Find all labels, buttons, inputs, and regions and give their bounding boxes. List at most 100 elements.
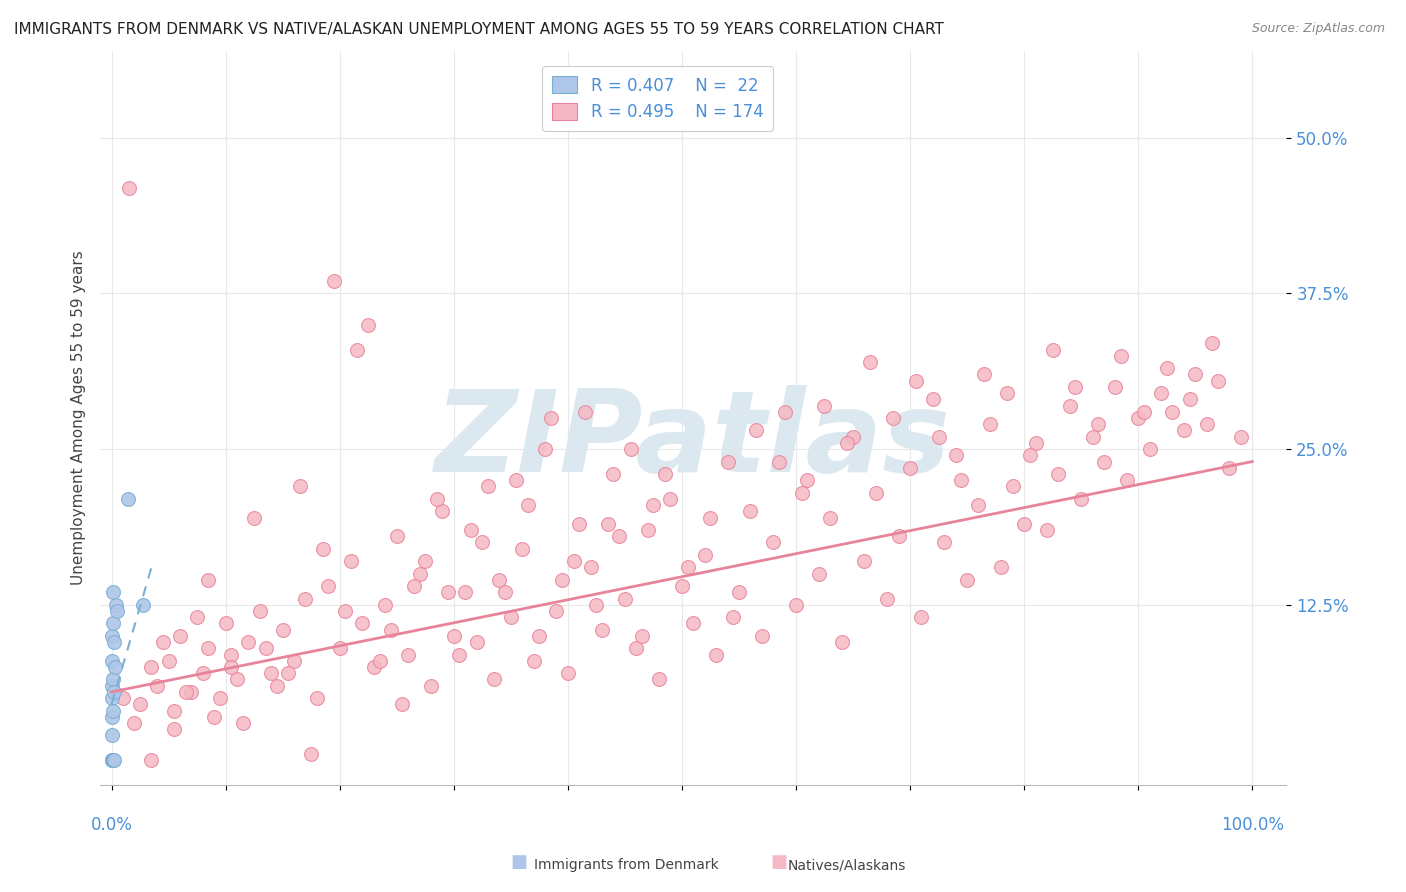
Point bbox=[1218, 460, 1240, 475]
Point bbox=[831, 635, 853, 649]
Point bbox=[432, 504, 454, 518]
Point bbox=[956, 573, 979, 587]
Text: IMMIGRANTS FROM DENMARK VS NATIVE/ALASKAN UNEMPLOYMENT AMONG AGES 55 TO 59 YEARS: IMMIGRANTS FROM DENMARK VS NATIVE/ALASKA… bbox=[14, 22, 943, 37]
Point bbox=[266, 679, 288, 693]
Text: Natives/Alaskans: Natives/Alaskans bbox=[787, 858, 905, 872]
Point bbox=[477, 479, 499, 493]
Point bbox=[716, 454, 738, 468]
Point bbox=[100, 729, 122, 743]
Point bbox=[1206, 374, 1229, 388]
Point bbox=[232, 716, 254, 731]
Point bbox=[745, 424, 768, 438]
Point bbox=[180, 685, 202, 699]
Point bbox=[967, 498, 990, 512]
Point bbox=[1109, 349, 1132, 363]
Point bbox=[704, 648, 727, 662]
Point bbox=[101, 616, 124, 631]
Point bbox=[288, 479, 311, 493]
Point bbox=[859, 355, 882, 369]
Point bbox=[1128, 411, 1150, 425]
Point bbox=[352, 616, 374, 631]
Y-axis label: Unemployment Among Ages 55 to 59 years: Unemployment Among Ages 55 to 59 years bbox=[72, 251, 86, 585]
Point bbox=[979, 417, 1001, 432]
Point bbox=[221, 660, 243, 674]
Point bbox=[105, 604, 128, 618]
Point bbox=[1018, 448, 1040, 462]
Point bbox=[221, 648, 243, 662]
Point bbox=[391, 698, 413, 712]
Point bbox=[363, 660, 385, 674]
Point bbox=[385, 529, 408, 543]
Point bbox=[574, 405, 596, 419]
Point bbox=[243, 510, 266, 524]
Point bbox=[443, 629, 465, 643]
Point bbox=[1178, 392, 1201, 407]
Point bbox=[141, 753, 163, 767]
Point bbox=[249, 604, 271, 618]
Point bbox=[226, 673, 249, 687]
Point bbox=[374, 598, 396, 612]
Point bbox=[105, 598, 128, 612]
Text: 100.0%: 100.0% bbox=[1220, 816, 1284, 834]
Point bbox=[238, 635, 260, 649]
Point bbox=[807, 566, 830, 581]
Point bbox=[785, 598, 807, 612]
Point bbox=[157, 654, 180, 668]
Point bbox=[103, 635, 125, 649]
Point bbox=[482, 673, 505, 687]
Point bbox=[335, 604, 357, 618]
Point bbox=[934, 535, 956, 549]
Point bbox=[488, 573, 510, 587]
Point bbox=[346, 343, 368, 357]
Point bbox=[659, 491, 682, 506]
Point bbox=[380, 623, 402, 637]
Point bbox=[1184, 368, 1206, 382]
Point bbox=[141, 660, 163, 674]
Point bbox=[928, 430, 950, 444]
Point bbox=[419, 679, 441, 693]
Point bbox=[254, 641, 277, 656]
Point bbox=[100, 753, 122, 767]
Point bbox=[602, 467, 624, 481]
Point bbox=[865, 485, 887, 500]
Point bbox=[534, 442, 557, 456]
Point bbox=[357, 318, 380, 332]
Point bbox=[643, 498, 665, 512]
Point bbox=[305, 691, 328, 706]
Point bbox=[174, 685, 197, 699]
Point bbox=[499, 610, 522, 624]
Point bbox=[1001, 479, 1024, 493]
Point bbox=[591, 623, 613, 637]
Point bbox=[557, 666, 579, 681]
Point bbox=[101, 585, 124, 599]
Point bbox=[152, 635, 174, 649]
Point bbox=[910, 610, 932, 624]
Point bbox=[853, 554, 876, 568]
Point bbox=[1201, 336, 1223, 351]
Text: 0.0%: 0.0% bbox=[90, 816, 132, 834]
Point bbox=[132, 598, 155, 612]
Point bbox=[1059, 399, 1081, 413]
Point bbox=[146, 679, 169, 693]
Point bbox=[619, 442, 641, 456]
Point bbox=[437, 585, 460, 599]
Point bbox=[299, 747, 322, 761]
Point bbox=[100, 654, 122, 668]
Point bbox=[129, 698, 152, 712]
Legend: R = 0.407    N =  22, R = 0.495    N = 174: R = 0.407 N = 22, R = 0.495 N = 174 bbox=[543, 66, 773, 131]
Point bbox=[426, 491, 449, 506]
Point bbox=[340, 554, 363, 568]
Point bbox=[454, 585, 477, 599]
Text: ■: ■ bbox=[770, 854, 787, 871]
Point bbox=[773, 405, 796, 419]
Point bbox=[101, 673, 124, 687]
Point bbox=[516, 498, 538, 512]
Point bbox=[904, 374, 927, 388]
Point bbox=[613, 591, 636, 606]
Point bbox=[1064, 380, 1087, 394]
Point bbox=[408, 566, 430, 581]
Point bbox=[529, 629, 551, 643]
Point bbox=[607, 529, 630, 543]
Point bbox=[197, 641, 219, 656]
Point bbox=[294, 591, 316, 606]
